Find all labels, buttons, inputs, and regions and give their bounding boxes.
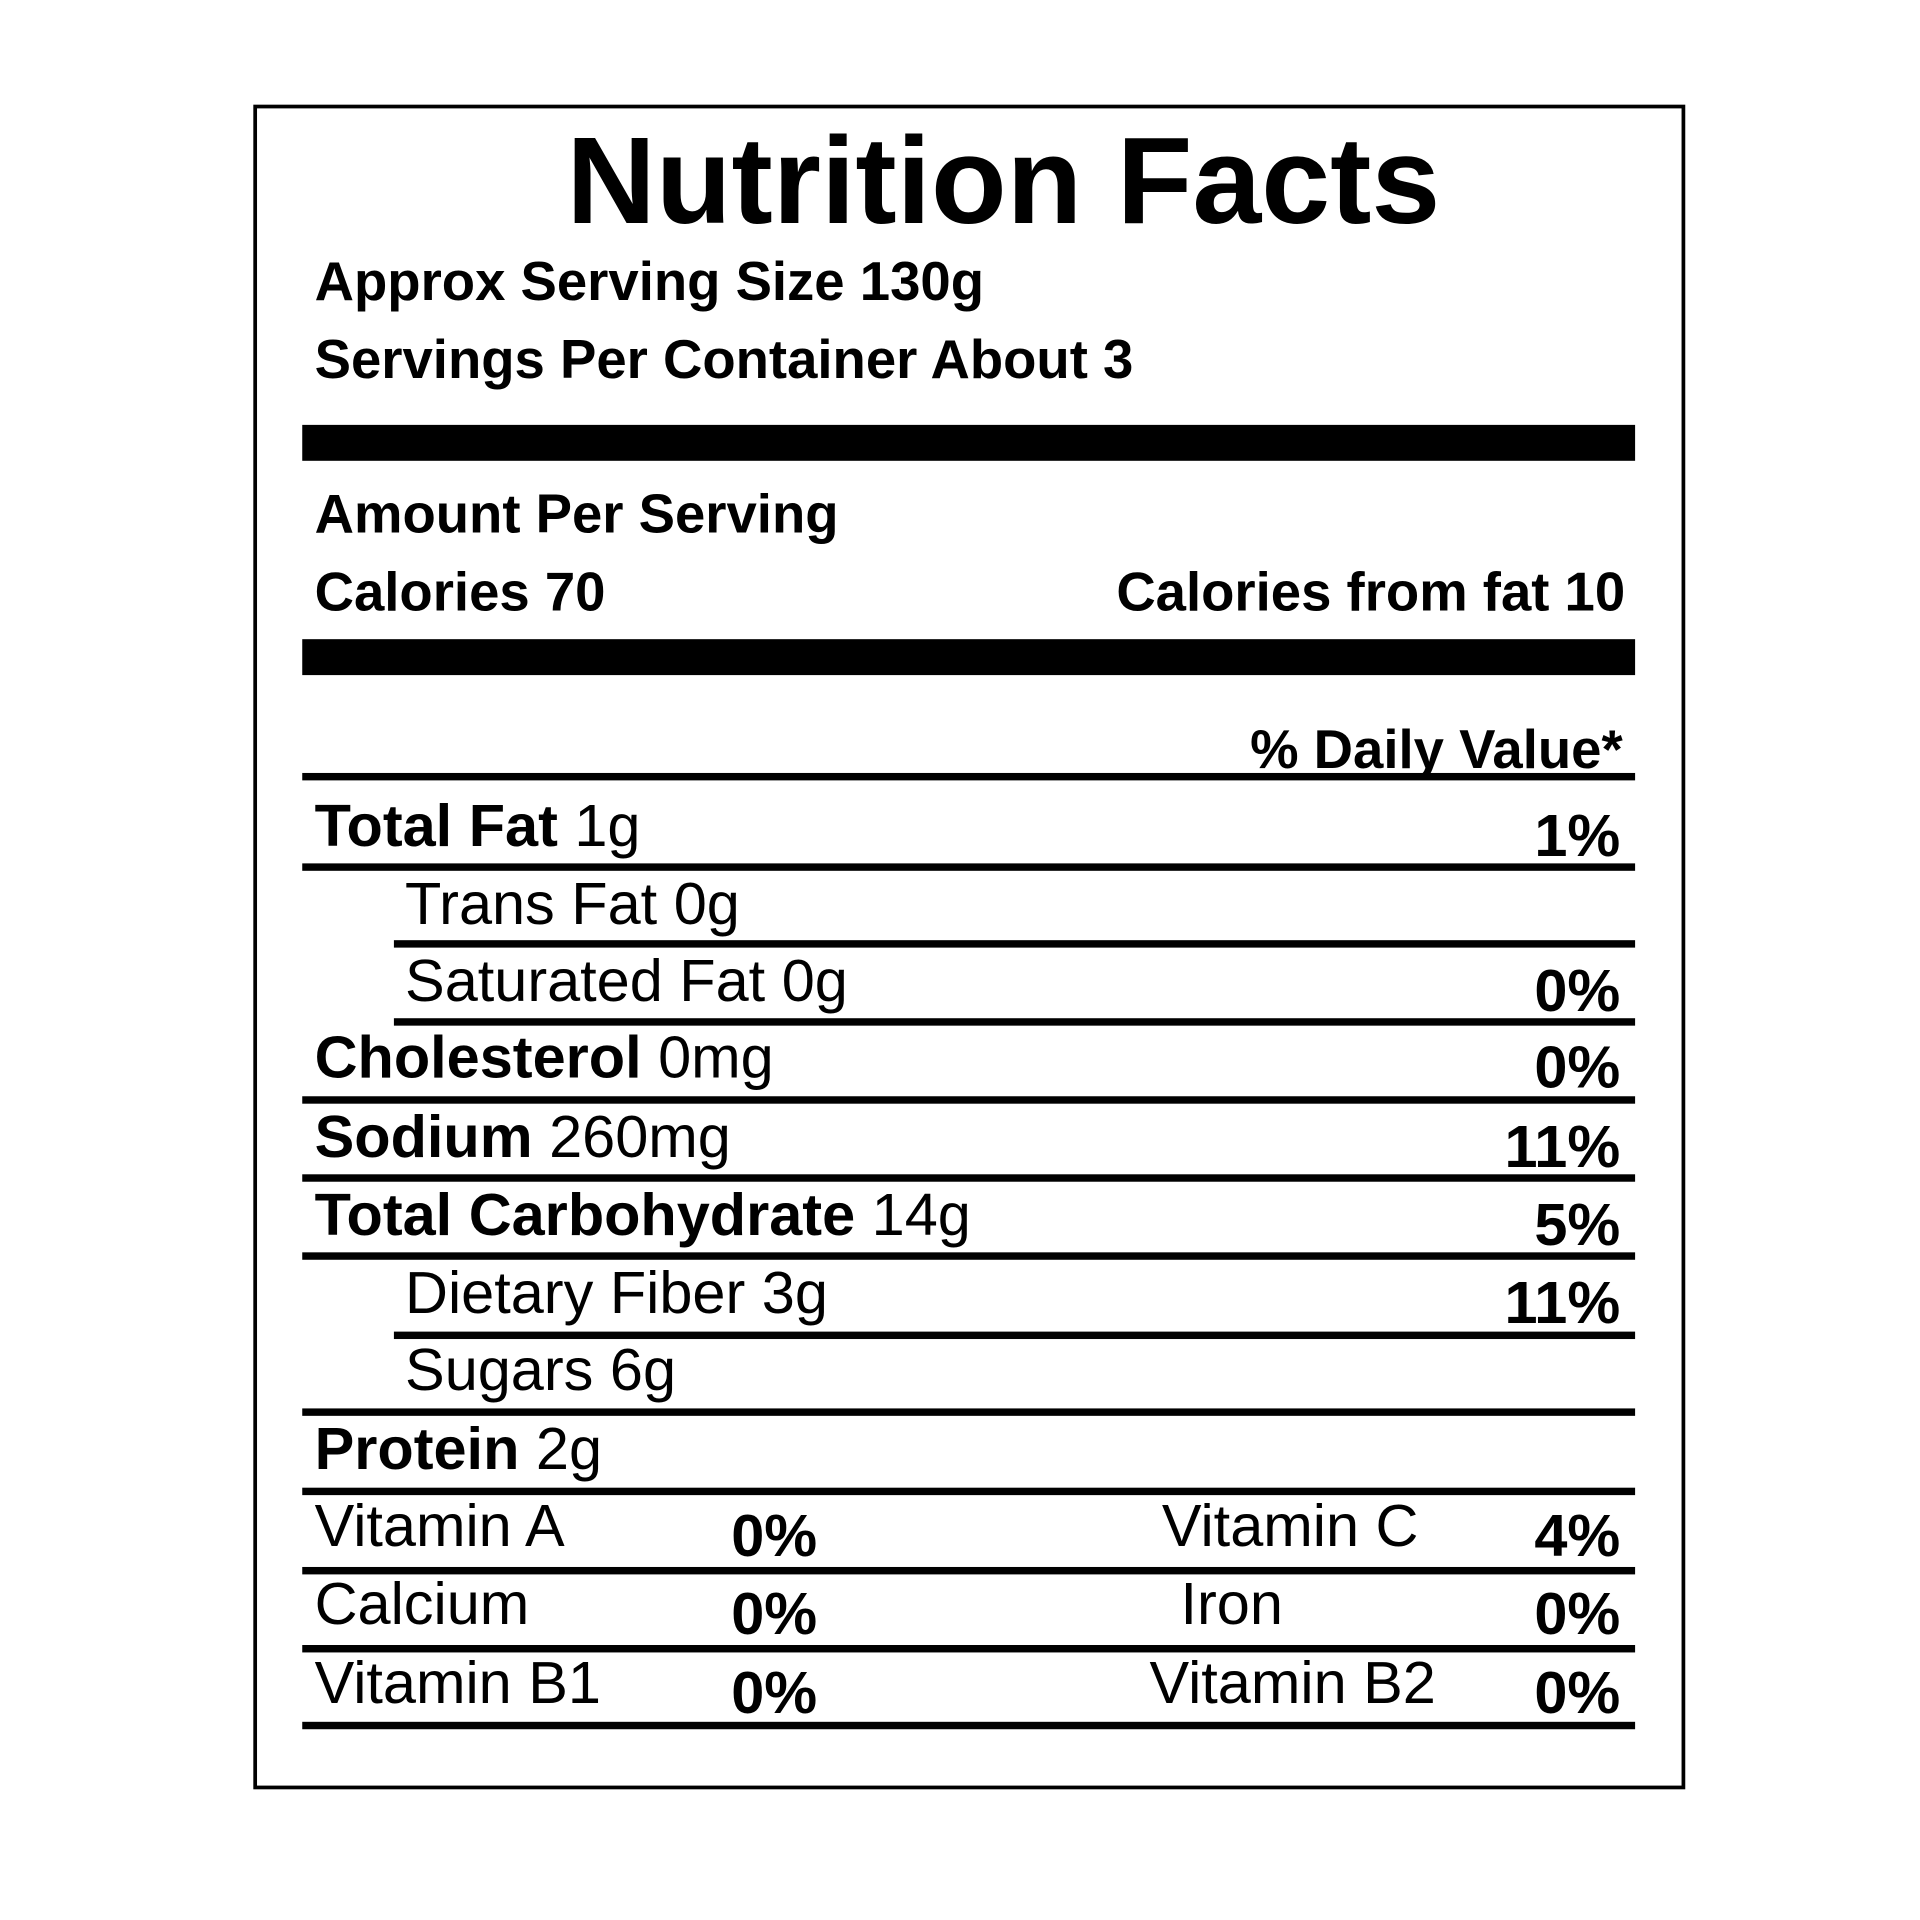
label-border [253,104,1686,1790]
daily-value: 0% [1534,957,1620,1024]
nutrient: Saturated Fat 0g [405,947,848,1014]
nutrient-name: Saturated Fat [405,947,766,1014]
vitamin-name: Vitamin B2 [1150,1649,1436,1716]
divider [302,772,1636,781]
nutrient-amount: 2g [536,1415,602,1482]
divider [393,1018,1636,1026]
vitamin-name: Vitamin B1 [315,1649,601,1716]
nutrient-amount: 6g [610,1336,676,1403]
nutrient-name: Sugars [405,1336,593,1403]
daily-value: 11% [1505,1113,1621,1180]
nutrient-amount: 0g [674,870,740,937]
nutrient-amount: 0mg [658,1024,774,1091]
vitamin-name: Calcium [315,1570,530,1637]
nutrient: Protein 2g [315,1415,602,1482]
nutrient: Trans Fat 0g [405,870,740,937]
vitamin-dv: 0% [731,1580,817,1647]
daily-value: 1% [1534,802,1620,869]
nutrient: Total Carbohydrate 14g [315,1181,971,1248]
divider [302,1721,1636,1730]
nutrient: Sodium 260mg [315,1103,731,1170]
divider [393,940,1636,948]
nutrient: Cholesterol 0mg [315,1024,774,1091]
nutrient-amount: 3g [762,1259,828,1326]
divider [302,1645,1636,1653]
nutrient-name: Cholesterol [315,1024,642,1091]
vitamin-dv: 0% [1534,1659,1620,1726]
nutrient-amount: 0g [782,947,848,1014]
serving-size: Approx Serving Size 130g [315,251,984,312]
nutrient-name: Trans Fat [405,870,658,937]
vitamin-dv: 0% [1534,1580,1620,1647]
divider [302,1174,1636,1182]
vitamin-dv: 0% [731,1659,817,1726]
daily-value: 11% [1505,1269,1621,1336]
daily-value: 0% [1534,1034,1620,1101]
nutrient-amount: 260mg [549,1103,731,1170]
vitamin-name: Vitamin C [1162,1492,1419,1559]
vitamin-name: Vitamin A [315,1492,565,1559]
nutrient-name: Total Carbohydrate [315,1181,856,1248]
nutrient-amount: 14g [872,1181,971,1248]
vitamin-name: Iron [1180,1570,1282,1637]
vitamin-dv: 0% [731,1502,817,1569]
vitamin-dv: 4% [1534,1502,1620,1569]
divider [302,1408,1636,1416]
thick-divider [302,424,1636,461]
nutrient-name: Protein [315,1415,520,1482]
divider [302,1096,1636,1104]
nutrient-name: Sodium [315,1103,533,1170]
divider [393,1331,1636,1340]
nutrient-amount: 1g [574,792,640,859]
amount-per-serving: Amount Per Serving [315,484,839,545]
nutrient: Total Fat 1g [315,792,641,859]
divider [302,1487,1636,1496]
divider [302,1252,1636,1260]
nutrient: Sugars 6g [405,1336,676,1403]
title: Nutrition Facts [566,112,1440,250]
calories: Calories 70 [315,562,606,623]
daily-value: 5% [1534,1191,1620,1258]
nutrient: Dietary Fiber 3g [405,1259,828,1326]
calories-from-fat: Calories from fat 10 [1116,562,1625,623]
daily-value-header: % Daily Value* [1250,719,1623,780]
divider [302,1566,1636,1575]
thick-divider [302,639,1636,676]
nutrient-name: Dietary Fiber [405,1259,745,1326]
divider [302,863,1636,871]
nutrient-name: Total Fat [315,792,558,859]
servings-per-container: Servings Per Container About 3 [315,329,1134,390]
